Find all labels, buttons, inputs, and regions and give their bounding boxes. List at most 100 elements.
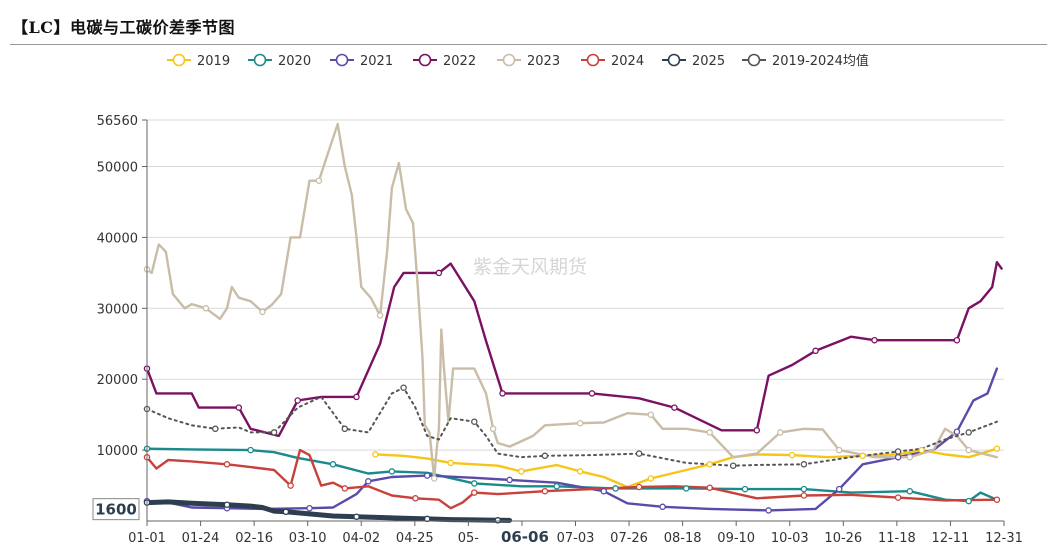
x-tick-label: 09-10 — [717, 531, 755, 546]
y-tick-label: 40000 — [97, 231, 138, 246]
axis-layer: 10000 20000 30000 40000 50000 56560 01-01 01-24… — [92, 114, 1023, 546]
series-marker — [353, 513, 360, 520]
x-tick-label: 05- — [458, 531, 480, 546]
series-marker — [965, 446, 972, 454]
legend-marker — [667, 53, 681, 67]
series-marker — [682, 485, 690, 492]
x-tick-label: 11-18 — [878, 531, 916, 546]
series-marker — [341, 485, 349, 492]
series-marker — [647, 411, 655, 418]
series-marker — [753, 427, 761, 434]
series-marker — [765, 507, 772, 514]
current-value-label: 1600 — [95, 501, 137, 519]
series-line — [144, 499, 513, 523]
series-marker — [471, 418, 478, 425]
y-tick-label: 10000 — [97, 444, 138, 459]
series-marker — [918, 446, 925, 454]
legend-label: 2019 — [197, 54, 230, 69]
legend-label: 2023 — [527, 54, 560, 69]
series-marker — [993, 445, 1001, 452]
series-marker — [423, 472, 431, 479]
legend-marker — [172, 53, 186, 67]
series-marker — [212, 425, 219, 433]
x-tick-label: 02-16 — [235, 531, 273, 546]
series-line — [145, 448, 999, 510]
legend-label: 2024 — [611, 54, 644, 69]
legend-label: 2025 — [692, 54, 725, 69]
series-marker — [471, 489, 478, 496]
series-marker — [315, 177, 323, 184]
legend-label: 2022 — [443, 54, 476, 69]
series-marker — [247, 446, 254, 454]
page-title: 【LC】电碳与工碳价差季节图 — [12, 18, 235, 37]
series-marker — [576, 419, 584, 427]
legend-marker — [502, 53, 516, 67]
series-marker — [259, 308, 266, 316]
series-marker — [788, 451, 796, 459]
series-marker — [506, 476, 513, 484]
series-marker — [388, 468, 396, 475]
series-marker — [287, 482, 294, 489]
series-marker — [270, 429, 278, 436]
series-line — [374, 447, 999, 489]
series-marker — [741, 485, 749, 493]
series-marker — [518, 468, 525, 475]
legend-label: 2021 — [360, 54, 393, 69]
series-marker — [965, 429, 972, 436]
series-line — [145, 261, 1003, 438]
series-marker — [588, 390, 596, 397]
series-marker — [965, 497, 972, 505]
series-marker — [953, 428, 961, 435]
series-marker — [353, 393, 360, 401]
series-marker — [499, 390, 506, 397]
series-marker — [953, 336, 961, 344]
series-marker — [541, 487, 549, 495]
series-marker — [859, 452, 866, 460]
x-tick-label: 12-31 — [985, 531, 1023, 546]
series-marker — [835, 446, 843, 454]
x-tick-label: 04-02 — [342, 531, 380, 546]
series-marker — [223, 461, 231, 468]
series-marker — [871, 336, 878, 344]
watermark-text: 紫金天风期货 — [473, 256, 587, 278]
y-tick-label: 50000 — [97, 161, 138, 176]
series-marker — [202, 305, 210, 312]
series-marker — [329, 461, 337, 468]
series-marker — [223, 501, 231, 508]
series-marker — [600, 487, 608, 495]
series-marker — [777, 429, 784, 436]
series-marker — [800, 461, 808, 468]
series-marker — [635, 483, 643, 491]
series-marker — [435, 269, 443, 277]
series-marker — [235, 404, 243, 411]
series-marker — [993, 496, 1001, 503]
series-marker — [400, 384, 407, 391]
series-marker — [706, 429, 713, 436]
series-line — [145, 367, 999, 512]
chart-legend: 2019 2020 2021 2022 2023 2024 2025 2019-2024均值 — [167, 53, 869, 69]
series-marker — [906, 487, 914, 495]
series-marker — [706, 484, 713, 491]
x-tick-label: 08-18 — [664, 531, 702, 546]
marker-layer — [143, 177, 1001, 524]
series-marker — [423, 515, 431, 523]
series-marker — [341, 425, 349, 433]
series-marker — [800, 492, 808, 499]
legend-label: 2019-2024均值 — [772, 53, 869, 69]
series-marker — [447, 459, 454, 467]
series-marker — [471, 480, 478, 487]
x-tick-label: 01-24 — [182, 531, 220, 546]
legend-marker — [586, 53, 600, 67]
x-tick-label: 01-01 — [128, 531, 166, 546]
legend-label: 2020 — [278, 54, 311, 69]
series-marker — [812, 347, 819, 355]
series-marker — [706, 461, 713, 468]
legend-marker — [253, 53, 267, 67]
y-tick-label: 30000 — [97, 302, 138, 317]
series-marker — [306, 504, 313, 512]
series-marker — [635, 450, 643, 457]
current-value-box — [92, 498, 140, 521]
y-tick-label: 56560 — [97, 114, 138, 129]
series-marker — [835, 485, 843, 493]
